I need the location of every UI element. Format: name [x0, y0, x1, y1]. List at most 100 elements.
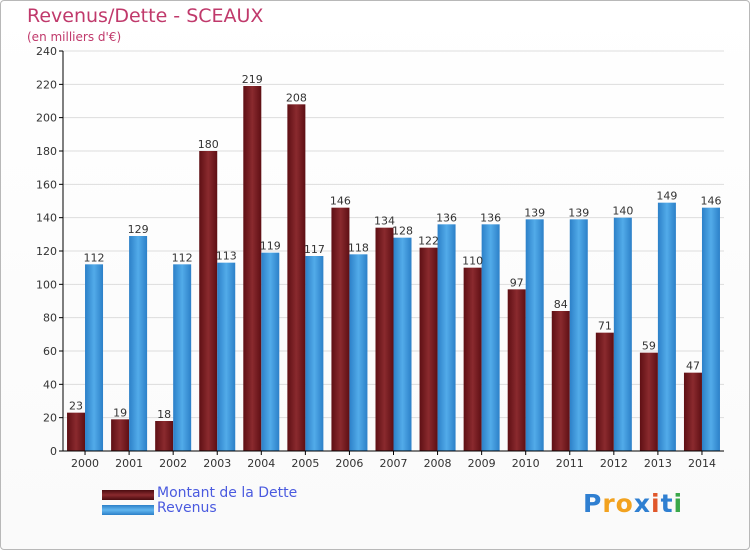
- data-label-revenus: 136: [436, 211, 457, 224]
- data-label-dette: 122: [418, 235, 439, 248]
- x-tick-label: 2013: [644, 457, 672, 470]
- data-labels: 23 112 19 129 18 112 180 113 219 119 208 117 146 118 1…: [69, 73, 721, 421]
- chart-subtitle: (en milliers d'€): [27, 30, 122, 44]
- legend-swatch-revenus: [102, 505, 154, 515]
- bar-dette: [551, 311, 570, 451]
- data-label-dette: 84: [554, 298, 568, 311]
- legend-label-revenus: Revenus: [157, 500, 217, 516]
- x-tick-label: 2011: [556, 457, 584, 470]
- legend-swatch-dette: [102, 490, 154, 500]
- y-tick-label: 160: [36, 178, 57, 191]
- x-tick-label: 2005: [291, 457, 319, 470]
- bar-revenus: [657, 202, 676, 451]
- bar-revenus: [613, 217, 632, 451]
- data-label-dette: 59: [642, 340, 656, 353]
- bar-dette: [67, 412, 86, 451]
- data-label-revenus: 113: [216, 250, 237, 263]
- bar-revenus: [261, 252, 280, 451]
- data-label-dette: 146: [330, 195, 351, 208]
- x-tick-label: 2001: [115, 457, 143, 470]
- y-tick-label: 120: [36, 245, 57, 258]
- bar-dette: [199, 151, 218, 451]
- y-tick-label: 80: [43, 312, 57, 325]
- data-label-revenus: 139: [524, 206, 545, 219]
- data-label-dette: 110: [462, 255, 483, 268]
- data-label-revenus: 128: [392, 225, 413, 238]
- data-label-dette: 23: [69, 400, 83, 413]
- bar-revenus: [481, 224, 500, 451]
- bar-dette: [419, 247, 438, 451]
- legend-label-dette: Montant de la Dette: [157, 485, 298, 501]
- x-tick-label: 2007: [380, 457, 408, 470]
- bar-revenus: [349, 254, 368, 451]
- bar-revenus: [305, 256, 324, 451]
- bar-dette: [683, 372, 702, 451]
- x-tick-label: 2004: [247, 457, 275, 470]
- data-label-revenus: 119: [260, 240, 281, 253]
- y-tick-label: 0: [50, 445, 57, 458]
- data-label-dette: 97: [510, 276, 524, 289]
- bar-revenus: [173, 264, 192, 451]
- data-label-revenus: 129: [128, 223, 149, 236]
- x-tick-label: 2014: [688, 457, 716, 470]
- x-tick-label: 2008: [424, 457, 452, 470]
- data-label-dette: 208: [286, 91, 307, 104]
- y-tick-label: 200: [36, 112, 57, 125]
- x-tick-label: 2000: [71, 457, 99, 470]
- y-tick-label: 60: [43, 345, 57, 358]
- bar-revenus: [701, 207, 720, 451]
- bar-revenus: [129, 236, 148, 451]
- x-tick-label: 2012: [600, 457, 628, 470]
- bar-dette: [507, 289, 526, 451]
- data-label-dette: 219: [242, 73, 263, 86]
- bar-dette: [331, 207, 350, 451]
- bar-dette: [595, 332, 614, 451]
- data-label-dette: 18: [157, 408, 171, 421]
- x-tick-label: 2002: [159, 457, 187, 470]
- bar-dette: [639, 352, 658, 451]
- data-label-revenus: 140: [612, 205, 633, 218]
- data-label-revenus: 139: [568, 206, 589, 219]
- axes: 0 20 40 60 80 100 120 140 160 180 200 220 240 2000 200…: [36, 45, 724, 470]
- data-label-dette: 134: [374, 215, 395, 228]
- x-tick-label: 2009: [468, 457, 496, 470]
- data-label-revenus: 146: [700, 195, 721, 208]
- data-label-revenus: 117: [304, 243, 325, 256]
- data-label-revenus: 136: [480, 211, 501, 224]
- y-tick-label: 220: [36, 78, 57, 91]
- proxiti-logo: Proxiti: [583, 489, 684, 518]
- data-label-dette: 47: [686, 360, 700, 373]
- data-label-revenus: 112: [84, 251, 105, 264]
- data-label-revenus: 112: [172, 251, 193, 264]
- bar-revenus: [569, 219, 588, 451]
- y-tick-label: 100: [36, 278, 57, 291]
- bar-revenus: [85, 264, 104, 451]
- x-tick-label: 2010: [512, 457, 540, 470]
- bar-dette: [111, 419, 130, 451]
- y-tick-label: 240: [36, 45, 57, 58]
- bar-revenus: [217, 262, 236, 451]
- bar-dette: [375, 227, 394, 451]
- y-tick-label: 180: [36, 145, 57, 158]
- y-tick-label: 140: [36, 212, 57, 225]
- data-label-revenus: 149: [656, 190, 677, 203]
- x-tick-label: 2003: [203, 457, 231, 470]
- data-label-dette: 71: [598, 320, 612, 333]
- y-tick-label: 40: [43, 378, 57, 391]
- bar-dette: [287, 104, 306, 451]
- bar-dette: [463, 267, 482, 451]
- data-label-dette: 19: [113, 406, 127, 419]
- y-tick-label: 20: [43, 412, 57, 425]
- bar-revenus: [393, 237, 412, 451]
- data-label-dette: 180: [198, 138, 219, 151]
- bar-revenus: [437, 224, 456, 451]
- chart-title: Revenus/Dette - SCEAUX: [27, 5, 264, 27]
- bar-dette: [155, 421, 174, 451]
- x-tick-label: 2006: [335, 457, 363, 470]
- bar-revenus: [525, 219, 544, 451]
- bars: [67, 86, 720, 451]
- data-label-revenus: 118: [348, 241, 369, 254]
- bar-dette: [243, 86, 262, 451]
